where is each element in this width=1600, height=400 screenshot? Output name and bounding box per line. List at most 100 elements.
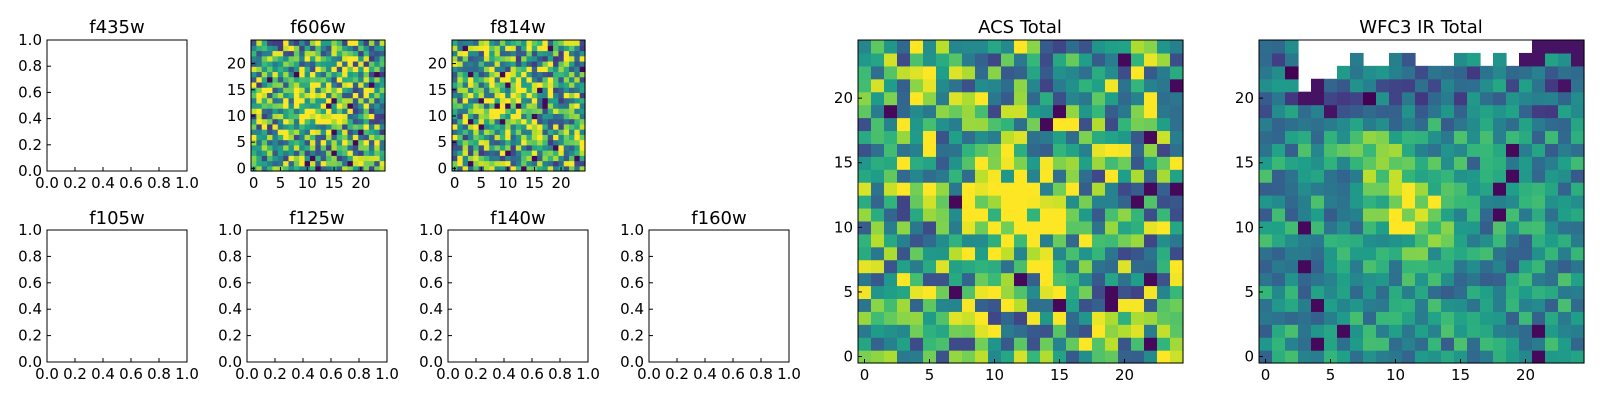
heatmap-cell	[309, 134, 316, 141]
heatmap-cell	[521, 97, 528, 104]
heatmap-cell	[975, 117, 989, 132]
heatmap-cell	[579, 76, 586, 83]
heatmap-cell	[569, 160, 575, 167]
heatmap-cell	[884, 285, 898, 299]
heatmap-cell	[363, 134, 370, 141]
heatmap-cell	[1571, 259, 1585, 274]
heatmap-cell	[1480, 337, 1494, 351]
heatmap-cell	[1272, 91, 1286, 106]
heatmap-cell	[288, 160, 295, 167]
heatmap-cell	[483, 102, 490, 109]
heatmap-cell	[283, 87, 290, 93]
heatmap-cell	[483, 113, 490, 120]
heatmap-cell	[884, 207, 898, 222]
heatmap-cell	[374, 134, 381, 141]
heatmap-cell	[569, 144, 575, 151]
heatmap-cell	[1454, 311, 1468, 325]
heatmap-cell	[1092, 143, 1106, 157]
heatmap-cell	[320, 134, 327, 141]
heatmap-cell	[1298, 195, 1312, 209]
x-tick-label: 0.6	[119, 365, 143, 383]
heatmap-cell	[1441, 207, 1455, 222]
heatmap-cell	[1040, 233, 1054, 248]
heatmap-cell	[510, 71, 517, 78]
heatmap-cell	[884, 143, 898, 157]
heatmap-cell	[1337, 78, 1351, 93]
heatmap-cell	[510, 165, 517, 172]
heatmap-cell	[1259, 52, 1273, 67]
heatmap-cell	[1131, 311, 1145, 325]
heatmap-cell	[1480, 233, 1494, 248]
heatmap-cell	[910, 65, 924, 80]
heatmap-cell	[368, 60, 375, 67]
heatmap-cell	[1066, 91, 1080, 106]
heatmap-cell	[553, 87, 559, 93]
heatmap-cell	[251, 50, 257, 57]
heatmap-cell	[871, 207, 885, 222]
heatmap-cell	[352, 155, 359, 162]
heatmap-cell	[923, 65, 937, 80]
heatmap-cell	[1298, 91, 1312, 106]
heatmap-cell	[1519, 285, 1533, 299]
heatmap-cell	[1014, 156, 1028, 170]
heatmap-cell	[531, 81, 538, 88]
heatmap-cell	[1454, 207, 1468, 222]
heatmap-cell	[553, 45, 559, 52]
heatmap-cell	[871, 350, 885, 364]
heatmap-cell	[256, 134, 263, 141]
heatmap-cell	[336, 40, 343, 46]
heatmap-cell	[358, 76, 365, 83]
heatmap-cell	[897, 350, 911, 364]
heatmap-cell	[949, 169, 963, 183]
heatmap-cell	[1428, 78, 1442, 93]
heatmap-cell	[531, 108, 538, 114]
heatmap-cell	[884, 182, 898, 196]
heatmap-cell	[563, 123, 570, 130]
heatmap-cell	[858, 91, 872, 106]
heatmap-cell	[884, 195, 898, 209]
heatmap-cell	[478, 40, 485, 46]
heatmap-cell	[1480, 311, 1494, 325]
heatmap-cell	[1079, 195, 1093, 209]
heatmap-cell	[277, 81, 284, 88]
heatmap-cell	[897, 311, 911, 325]
heatmap-cell	[499, 102, 506, 109]
heatmap-cell	[1053, 40, 1067, 54]
heatmap-cell	[299, 144, 306, 151]
heatmap-cell	[1092, 156, 1106, 170]
heatmap-cell	[537, 87, 544, 93]
heatmap-cell	[1298, 324, 1312, 338]
heatmap-cell	[1337, 324, 1351, 338]
x-tick-label: 0.0	[235, 365, 259, 383]
heatmap-cell	[1001, 311, 1015, 325]
heatmap-cell	[326, 97, 332, 104]
y-tick-label: 10	[1235, 218, 1254, 236]
heatmap-cell	[1170, 246, 1184, 261]
heatmap-cell	[256, 50, 263, 57]
heatmap-cell	[1105, 169, 1119, 183]
heatmap-cell	[936, 169, 950, 183]
heatmap-cell	[1027, 233, 1041, 248]
heatmap-cell	[342, 113, 349, 120]
heatmap-cell	[858, 311, 872, 325]
x-tick-label: 5	[925, 366, 935, 384]
heatmap-cell	[521, 155, 528, 162]
heatmap-cell	[988, 195, 1002, 209]
heatmap-cell	[1441, 324, 1455, 338]
heatmap-cell	[1532, 272, 1546, 287]
heatmap-cell	[1040, 78, 1054, 93]
heatmap-cell	[1272, 104, 1286, 119]
heatmap-cell	[1092, 130, 1106, 144]
heatmap-cell	[1571, 246, 1585, 261]
heatmap-cell	[347, 76, 354, 83]
heatmap-cell	[1441, 350, 1455, 364]
heatmap-cell	[1053, 246, 1067, 261]
heatmap-cell	[1001, 52, 1015, 67]
heatmap-cell	[569, 129, 575, 135]
heatmap-cell	[553, 160, 559, 167]
heatmap-cell	[505, 123, 512, 130]
heatmap-cell	[331, 76, 338, 83]
heatmap-cell	[579, 160, 586, 167]
heatmap-cell	[871, 65, 885, 80]
heatmap-cell	[962, 156, 976, 170]
